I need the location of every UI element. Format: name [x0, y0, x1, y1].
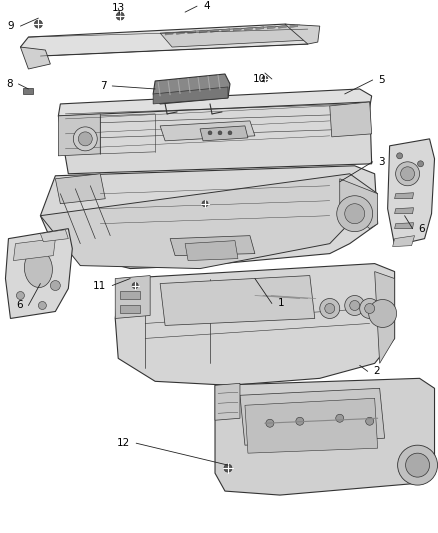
Circle shape — [345, 295, 365, 316]
Polygon shape — [58, 89, 372, 134]
Circle shape — [296, 417, 304, 425]
Text: 9: 9 — [8, 21, 14, 31]
Polygon shape — [233, 28, 241, 31]
Circle shape — [398, 445, 438, 485]
Polygon shape — [222, 29, 230, 31]
Polygon shape — [160, 121, 255, 141]
Polygon shape — [395, 223, 413, 229]
Polygon shape — [170, 236, 255, 256]
Polygon shape — [340, 179, 378, 229]
Circle shape — [417, 161, 424, 167]
Text: 7: 7 — [99, 81, 106, 91]
Polygon shape — [115, 264, 395, 385]
Circle shape — [218, 131, 222, 135]
Polygon shape — [40, 174, 378, 269]
Polygon shape — [240, 389, 385, 445]
Circle shape — [369, 300, 397, 327]
Polygon shape — [185, 240, 238, 261]
Circle shape — [224, 464, 232, 472]
Circle shape — [366, 417, 374, 425]
Circle shape — [116, 12, 124, 20]
Polygon shape — [395, 193, 413, 199]
Circle shape — [202, 201, 208, 207]
Circle shape — [262, 76, 268, 82]
Polygon shape — [215, 383, 240, 420]
Polygon shape — [290, 25, 298, 28]
Text: 6: 6 — [16, 301, 22, 311]
Text: 2: 2 — [374, 366, 380, 376]
Polygon shape — [160, 276, 315, 326]
Text: 13: 13 — [112, 3, 125, 13]
Polygon shape — [40, 166, 378, 269]
Polygon shape — [55, 174, 105, 204]
Text: 12: 12 — [117, 438, 130, 448]
Polygon shape — [21, 47, 50, 69]
Polygon shape — [188, 31, 196, 34]
Polygon shape — [5, 229, 72, 318]
Circle shape — [50, 280, 60, 290]
Text: 10: 10 — [253, 74, 266, 84]
Text: 1: 1 — [278, 298, 285, 309]
Circle shape — [396, 162, 420, 186]
Polygon shape — [211, 29, 219, 33]
Polygon shape — [58, 102, 372, 174]
Polygon shape — [244, 27, 252, 30]
Circle shape — [337, 196, 373, 232]
Polygon shape — [58, 114, 100, 156]
Text: 8: 8 — [6, 79, 12, 89]
Circle shape — [208, 131, 212, 135]
Circle shape — [266, 419, 274, 427]
Polygon shape — [165, 32, 173, 35]
Polygon shape — [374, 272, 395, 364]
Polygon shape — [153, 87, 228, 104]
Polygon shape — [160, 25, 308, 47]
Polygon shape — [279, 25, 286, 28]
Text: 5: 5 — [379, 75, 385, 85]
Circle shape — [39, 302, 46, 310]
Circle shape — [365, 303, 374, 313]
Text: 4: 4 — [203, 1, 210, 11]
Polygon shape — [115, 276, 150, 318]
Polygon shape — [120, 290, 140, 298]
Circle shape — [360, 298, 380, 318]
Circle shape — [73, 127, 97, 151]
Text: 11: 11 — [93, 280, 106, 290]
Circle shape — [325, 303, 335, 313]
Circle shape — [401, 167, 415, 181]
Circle shape — [17, 292, 25, 300]
Circle shape — [35, 20, 42, 28]
Polygon shape — [395, 208, 413, 214]
Circle shape — [397, 153, 403, 159]
Polygon shape — [120, 305, 140, 313]
Polygon shape — [21, 24, 310, 56]
Text: 3: 3 — [379, 157, 385, 167]
Polygon shape — [267, 26, 275, 29]
Polygon shape — [153, 74, 230, 104]
Polygon shape — [177, 31, 184, 35]
Polygon shape — [388, 139, 434, 246]
Polygon shape — [14, 239, 55, 261]
Text: 6: 6 — [419, 224, 425, 233]
Circle shape — [132, 282, 138, 288]
Circle shape — [350, 301, 360, 311]
Circle shape — [406, 453, 430, 477]
Polygon shape — [40, 230, 68, 241]
Polygon shape — [200, 126, 248, 141]
Polygon shape — [285, 24, 320, 44]
Bar — [23, 88, 33, 94]
Circle shape — [336, 414, 344, 422]
Polygon shape — [330, 102, 372, 137]
Circle shape — [320, 298, 340, 318]
Polygon shape — [392, 236, 415, 247]
Polygon shape — [256, 27, 264, 30]
Circle shape — [78, 132, 92, 146]
Polygon shape — [199, 30, 207, 33]
Polygon shape — [245, 398, 378, 453]
Circle shape — [345, 204, 365, 224]
Circle shape — [228, 131, 232, 135]
Polygon shape — [215, 378, 434, 495]
Ellipse shape — [25, 249, 53, 287]
